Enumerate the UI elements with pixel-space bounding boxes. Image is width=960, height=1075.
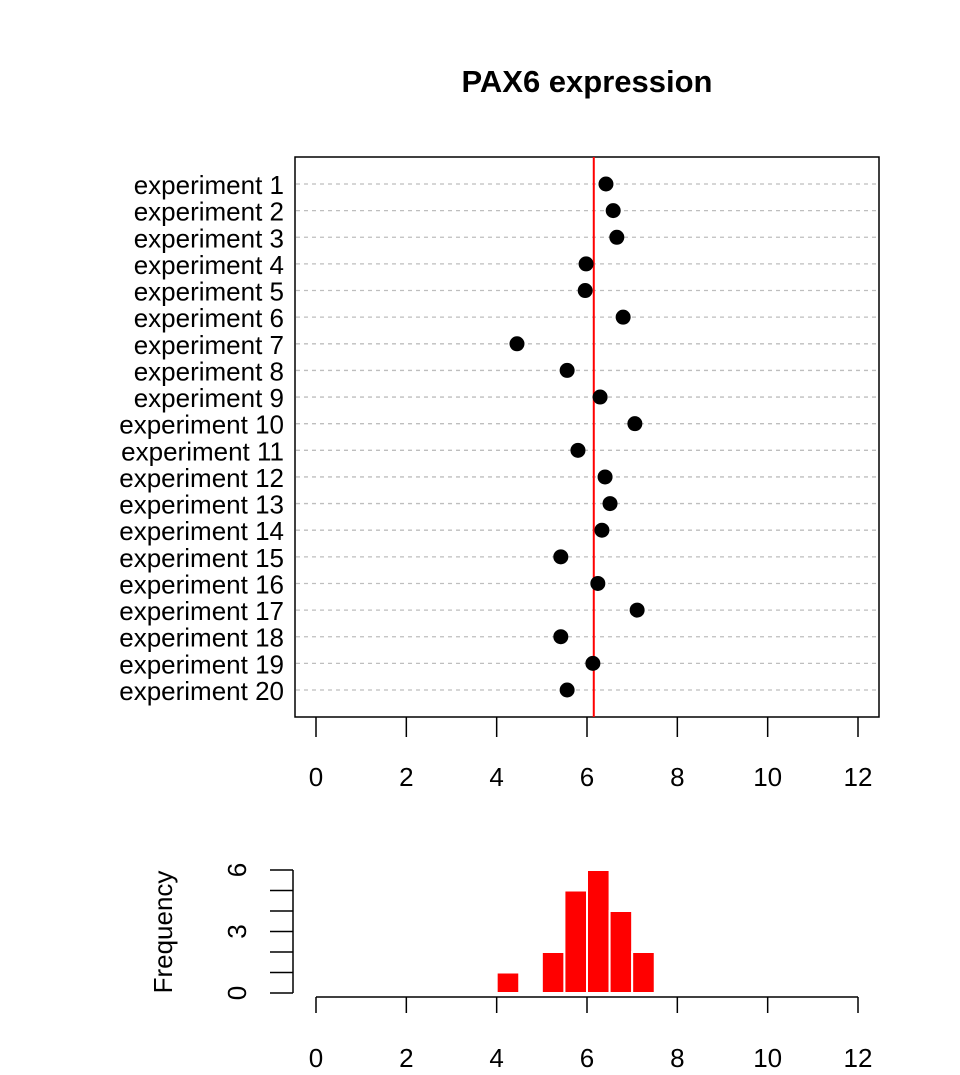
category-label: experiment 14: [119, 516, 284, 546]
x-tick-label: 2: [399, 762, 413, 792]
category-label: experiment 4: [134, 250, 284, 280]
category-label: experiment 19: [119, 649, 284, 679]
hist-x-tick-label: 0: [309, 1043, 323, 1073]
hist-x-tick-label: 6: [580, 1043, 594, 1073]
category-label: experiment 7: [134, 330, 284, 360]
category-label: experiment 16: [119, 569, 284, 599]
category-label: experiment 1: [134, 170, 284, 200]
hist-x-tick-label: 4: [489, 1043, 503, 1073]
data-point: [590, 575, 606, 591]
hist-x-tick-label: 12: [844, 1043, 873, 1073]
data-point: [570, 442, 586, 458]
category-label: experiment 10: [119, 410, 284, 440]
data-point: [578, 256, 594, 272]
hist-x-tick-label: 2: [399, 1043, 413, 1073]
data-point: [594, 522, 610, 538]
histogram-bar: [495, 971, 521, 994]
hist-y-axis-label: Frequency: [148, 871, 178, 994]
data-point: [559, 362, 575, 378]
category-label: experiment 20: [119, 676, 284, 706]
data-point: [577, 283, 593, 299]
x-tick-label: 12: [844, 762, 873, 792]
data-point: [592, 389, 608, 405]
data-point: [597, 469, 613, 485]
category-label: experiment 13: [119, 490, 284, 520]
data-point: [605, 203, 621, 219]
data-point: [598, 176, 614, 192]
x-tick-label: 4: [489, 762, 503, 792]
plot-frame: [294, 156, 880, 718]
histogram-bar: [631, 951, 656, 994]
category-label: experiment 5: [134, 277, 284, 307]
chart-title: PAX6 expression: [462, 64, 713, 99]
hist-x-tick-label: 10: [753, 1043, 782, 1073]
category-label: experiment 3: [134, 223, 284, 253]
category-label: experiment 8: [134, 356, 284, 386]
category-label: experiment 12: [119, 463, 284, 493]
histogram-bar: [608, 910, 634, 994]
hist-y-tick-label: 3: [222, 924, 252, 938]
x-tick-label: 10: [753, 762, 782, 792]
data-point: [615, 309, 631, 325]
data-point: [509, 336, 525, 352]
hist-x-tick-label: 8: [670, 1043, 684, 1073]
data-point: [585, 655, 601, 671]
category-label: experiment 2: [134, 197, 284, 227]
category-label: experiment 17: [119, 596, 284, 626]
data-point: [553, 549, 569, 565]
hist-y-tick-label: 6: [222, 863, 252, 877]
x-tick-label: 0: [309, 762, 323, 792]
data-point: [627, 416, 643, 432]
category-label: experiment 15: [119, 543, 284, 573]
category-label: experiment 18: [119, 623, 284, 653]
data-point: [559, 682, 575, 698]
x-tick-label: 8: [670, 762, 684, 792]
histogram-bar: [540, 951, 566, 994]
category-label: experiment 6: [134, 303, 284, 333]
category-label: experiment 9: [134, 383, 284, 413]
category-label: experiment 11: [121, 436, 284, 466]
histogram-bar: [563, 889, 589, 994]
data-point: [629, 602, 645, 618]
data-point: [553, 629, 569, 645]
histogram-bar: [586, 869, 611, 994]
x-tick-label: 6: [580, 762, 594, 792]
data-point: [602, 496, 618, 512]
data-point: [609, 229, 625, 245]
hist-y-tick-label: 0: [222, 986, 252, 1000]
